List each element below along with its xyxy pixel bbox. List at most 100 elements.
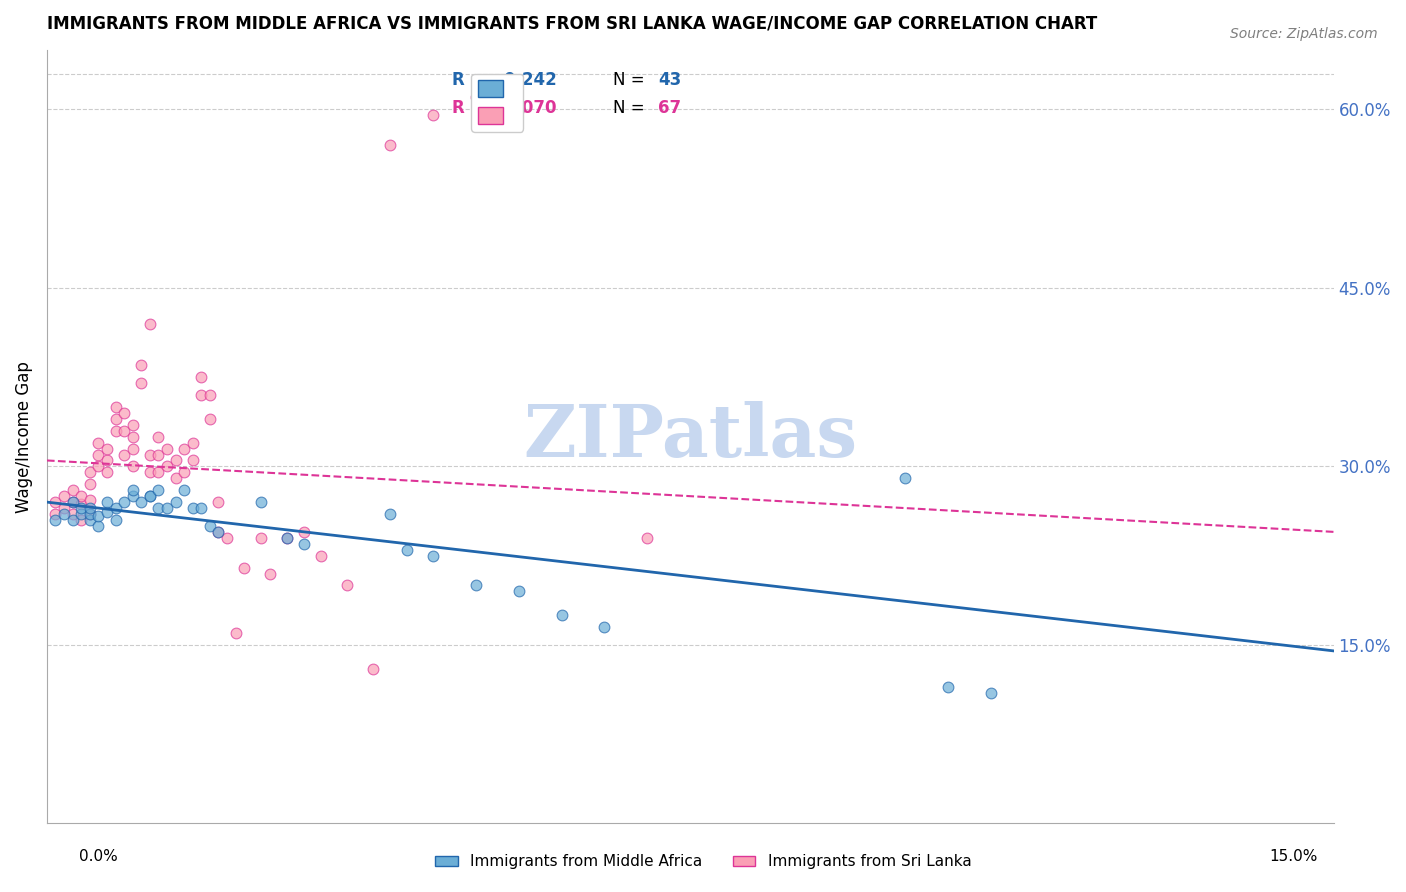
Point	[207, 495, 229, 509]
Legend: Immigrants from Middle Africa, Immigrants from Sri Lanka: Immigrants from Middle Africa, Immigrant…	[429, 848, 977, 875]
Point	[311, 549, 333, 563]
Point	[104, 400, 127, 414]
Point	[79, 507, 101, 521]
Point	[87, 519, 110, 533]
Point	[62, 507, 84, 521]
Text: 67: 67	[658, 99, 682, 117]
Point	[87, 448, 110, 462]
Point	[250, 531, 273, 545]
Point	[121, 459, 143, 474]
Point	[422, 108, 444, 122]
Point	[173, 442, 195, 456]
Point	[336, 578, 359, 592]
Point	[62, 483, 84, 498]
Point	[129, 495, 152, 509]
Point	[121, 483, 143, 498]
Point	[70, 498, 93, 512]
Point	[550, 608, 572, 623]
Point	[936, 680, 959, 694]
Point	[508, 103, 530, 117]
Point	[112, 406, 135, 420]
Point	[112, 424, 135, 438]
Point	[96, 505, 118, 519]
Point	[207, 524, 229, 539]
Point	[148, 466, 170, 480]
Point	[292, 524, 315, 539]
Text: ZIPatlas: ZIPatlas	[523, 401, 858, 472]
Point	[464, 90, 486, 104]
Point	[70, 501, 93, 516]
Point	[636, 531, 658, 545]
Point	[79, 507, 101, 521]
Point	[593, 620, 616, 634]
Point	[139, 317, 162, 331]
Point	[53, 501, 76, 516]
Point	[225, 626, 247, 640]
Text: R = −0.242: R = −0.242	[453, 70, 557, 88]
Point	[148, 483, 170, 498]
Point	[104, 513, 127, 527]
Point	[173, 483, 195, 498]
Point	[259, 566, 281, 581]
Point	[198, 519, 221, 533]
Point	[979, 685, 1001, 699]
Text: IMMIGRANTS FROM MIDDLE AFRICA VS IMMIGRANTS FROM SRI LANKA WAGE/INCOME GAP CORRE: IMMIGRANTS FROM MIDDLE AFRICA VS IMMIGRA…	[46, 15, 1097, 33]
Point	[129, 358, 152, 372]
Point	[121, 430, 143, 444]
Point	[276, 531, 298, 545]
Point	[396, 542, 419, 557]
Point	[87, 435, 110, 450]
Point	[190, 501, 212, 516]
Y-axis label: Wage/Income Gap: Wage/Income Gap	[15, 360, 32, 513]
Point	[44, 507, 66, 521]
Point	[121, 489, 143, 503]
Point	[148, 448, 170, 462]
Point	[62, 495, 84, 509]
Point	[62, 513, 84, 527]
Point	[79, 513, 101, 527]
Point	[121, 442, 143, 456]
Point	[165, 495, 187, 509]
Point	[53, 489, 76, 503]
Point	[233, 560, 256, 574]
Point	[156, 501, 179, 516]
Point	[112, 448, 135, 462]
Point	[250, 495, 273, 509]
Point	[96, 453, 118, 467]
Point	[190, 388, 212, 402]
Point	[87, 459, 110, 474]
Point	[96, 442, 118, 456]
Point	[104, 412, 127, 426]
Point	[104, 501, 127, 516]
Point	[181, 453, 204, 467]
Text: N =: N =	[613, 70, 645, 88]
Point	[165, 453, 187, 467]
Point	[121, 417, 143, 432]
Point	[378, 507, 401, 521]
Point	[207, 524, 229, 539]
Point	[139, 489, 162, 503]
Text: R = −0.070: R = −0.070	[453, 99, 557, 117]
Point	[165, 471, 187, 485]
Point	[198, 388, 221, 402]
Point	[156, 459, 179, 474]
Point	[198, 412, 221, 426]
Point	[79, 477, 101, 491]
Point	[422, 549, 444, 563]
Point	[44, 495, 66, 509]
Point	[893, 471, 915, 485]
Text: N =: N =	[613, 99, 645, 117]
Point	[70, 513, 93, 527]
Point	[181, 501, 204, 516]
Text: 43: 43	[658, 70, 682, 88]
Point	[44, 513, 66, 527]
Point	[112, 495, 135, 509]
Point	[215, 531, 238, 545]
Point	[378, 138, 401, 153]
Point	[53, 507, 76, 521]
Point	[96, 466, 118, 480]
Legend: , : ,	[471, 74, 523, 132]
Point	[190, 370, 212, 384]
Point	[173, 466, 195, 480]
Point	[464, 578, 486, 592]
